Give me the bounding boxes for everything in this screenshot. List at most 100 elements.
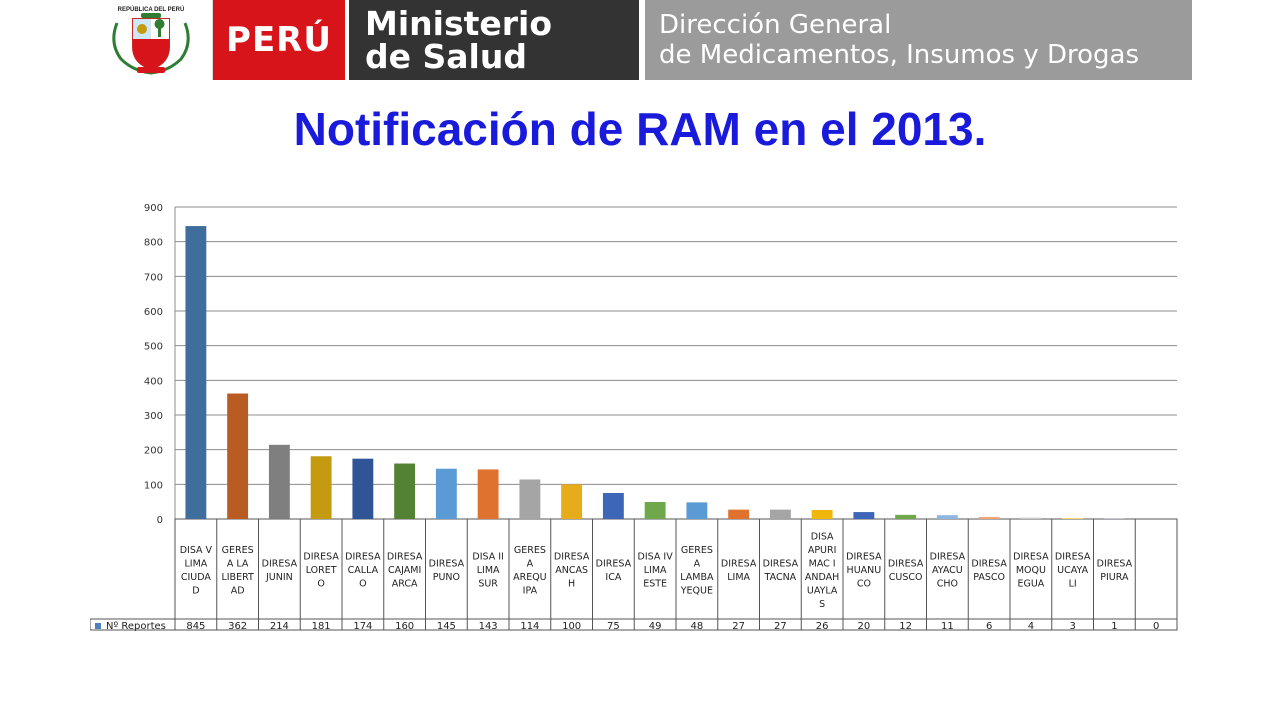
category-label: LIMA <box>727 572 750 583</box>
category-label: DISA II <box>472 552 503 563</box>
category-label: S <box>819 599 825 610</box>
header-banner: REPÚBLICA DEL PERÚ PERÚ Ministerio de Sa… <box>90 0 1192 80</box>
data-table-value: 1 <box>1111 621 1117 632</box>
y-tick-label: 0 <box>157 515 163 526</box>
category-label: DIRESA <box>554 552 590 563</box>
y-tick-label: 500 <box>144 342 163 353</box>
bar <box>561 484 583 519</box>
bar <box>978 516 1000 519</box>
category-label: DIRESA <box>262 558 298 569</box>
category-label: DISA V <box>180 545 213 556</box>
category-label: LAMBA <box>680 572 714 583</box>
category-label: DIRESA <box>596 558 632 569</box>
category-label: DIRESA <box>345 552 381 563</box>
ministry-line1: Ministerio <box>365 4 553 43</box>
category-label: JUNIN <box>265 572 293 583</box>
category-label: UAYLA <box>807 585 838 596</box>
category-label: PASCO <box>973 572 1005 583</box>
category-label: DISA IV <box>638 552 674 563</box>
bar <box>185 226 207 520</box>
data-table-value: 214 <box>270 621 289 632</box>
peru-panel: PERÚ <box>213 0 345 80</box>
category-label: DIRESA <box>1055 552 1091 563</box>
bar <box>310 456 332 519</box>
category-label: H <box>568 579 575 590</box>
y-tick-label: 200 <box>144 446 163 457</box>
category-label: ANCAS <box>555 565 588 576</box>
category-label: ESTE <box>643 579 667 590</box>
category-label: DIRESA <box>1013 552 1049 563</box>
data-table-value: 845 <box>186 621 205 632</box>
bar <box>394 463 416 519</box>
y-tick-label: 100 <box>144 480 163 491</box>
category-label: UCAYA <box>1057 565 1088 576</box>
category-label: LI <box>1069 579 1077 590</box>
legend-label: Nº Reportes <box>106 621 166 632</box>
category-label: DIRESA <box>387 552 423 563</box>
data-table-value: 27 <box>774 621 787 632</box>
category-label: DIRESA <box>1097 558 1133 569</box>
bar <box>936 515 958 519</box>
category-label: LORET <box>306 565 337 576</box>
bar <box>686 502 708 519</box>
category-label: ICA <box>605 572 621 583</box>
data-table-value: 49 <box>649 621 662 632</box>
slide-title: Notificación de RAM en el 2013. <box>293 103 987 155</box>
category-label: A LA <box>227 558 249 569</box>
category-label: CIUDA <box>181 572 212 583</box>
bar <box>1062 517 1084 519</box>
data-table-value: 26 <box>816 621 829 632</box>
y-tick-label: 800 <box>144 238 163 249</box>
y-tick-label: 600 <box>144 307 163 318</box>
data-table-value: 3 <box>1069 621 1075 632</box>
category-label: SUR <box>478 579 498 590</box>
data-table-value: 160 <box>395 621 414 632</box>
bar <box>728 509 750 519</box>
bar <box>602 493 624 519</box>
bar <box>477 469 499 519</box>
y-tick-label: 300 <box>144 411 163 422</box>
data-table-value: 100 <box>562 621 581 632</box>
category-label: ANDAH <box>805 572 839 583</box>
data-table-value: 12 <box>899 621 912 632</box>
ministry-line2: de Salud <box>365 37 527 76</box>
category-label: PUNO <box>433 572 460 583</box>
category-label: LIBERT <box>221 572 254 583</box>
category-label: HUANU <box>847 565 882 576</box>
seal-text: REPÚBLICA DEL PERÚ <box>118 6 185 13</box>
category-label: AD <box>231 585 245 596</box>
y-tick-label: 900 <box>144 203 163 214</box>
category-label: CO <box>857 579 871 590</box>
data-table-value: 143 <box>479 621 498 632</box>
category-label: MAC I <box>809 558 836 569</box>
coat-of-arms-icon: REPÚBLICA DEL PERÚ <box>112 6 190 75</box>
category-label: O <box>359 579 366 590</box>
bar <box>853 512 875 519</box>
category-label: A <box>694 558 701 569</box>
category-label: A <box>527 558 534 569</box>
category-label: DISA <box>811 531 834 542</box>
peru-label: PERÚ <box>226 20 332 60</box>
bar <box>268 444 290 519</box>
category-label: CHO <box>937 579 958 590</box>
category-label: GERES <box>681 545 713 556</box>
bar <box>644 502 666 519</box>
data-table-value: 362 <box>228 621 247 632</box>
ministry-panel: Ministerio de Salud <box>349 0 639 80</box>
category-label: PIURA <box>1100 572 1129 583</box>
data-table-value: 114 <box>520 621 539 632</box>
category-label: DIRESA <box>429 558 465 569</box>
category-label: DIRESA <box>303 552 339 563</box>
data-table-value: 11 <box>941 621 954 632</box>
category-label: DIRESA <box>846 552 882 563</box>
category-label: MOQU <box>1016 565 1046 576</box>
data-table-value: 174 <box>353 621 372 632</box>
direction-line2: de Medicamentos, Insumos y Drogas <box>659 40 1140 70</box>
y-tick-label: 700 <box>144 272 163 283</box>
category-label: CUSCO <box>889 572 923 583</box>
data-table-value: 181 <box>312 621 331 632</box>
category-label: DIRESA <box>763 558 799 569</box>
data-table-value: 27 <box>732 621 745 632</box>
data-table-value: 145 <box>437 621 456 632</box>
